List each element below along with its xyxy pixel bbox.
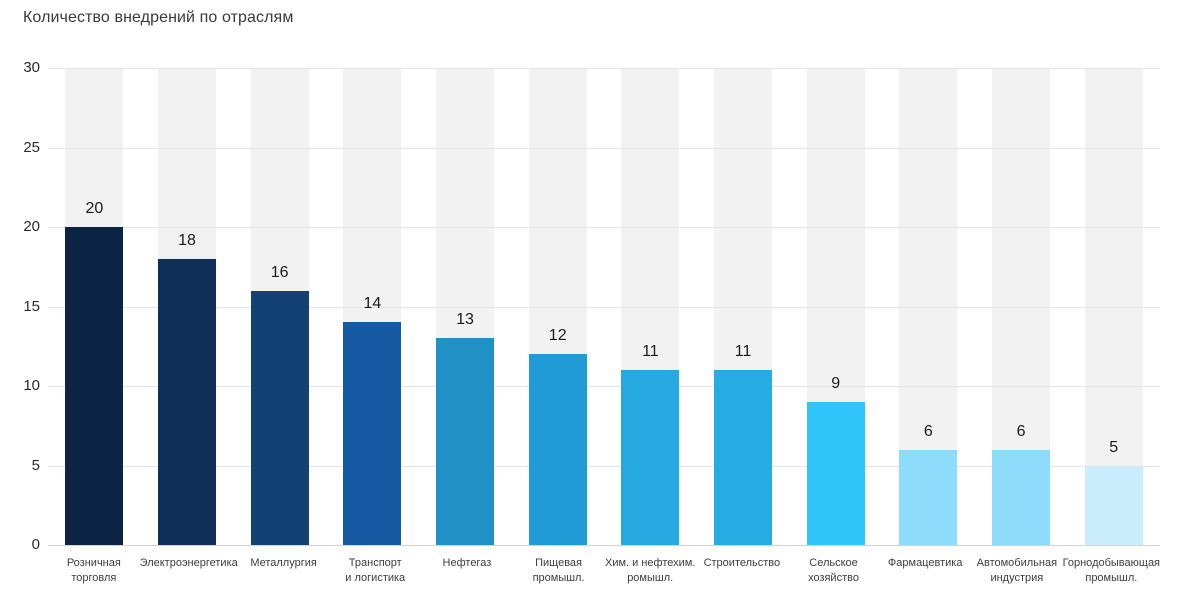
bar-value-label: 11 bbox=[642, 343, 659, 361]
bar bbox=[806, 401, 865, 545]
category-label-line: Транспорт bbox=[348, 557, 402, 569]
bar-value-label: 6 bbox=[1016, 422, 1026, 440]
x-axis-labels: Розничная торговля Электроэнергетика Металл… bbox=[48, 556, 1160, 586]
category-label-line: Электроэнергетика bbox=[139, 557, 238, 569]
y-axis-tick-label: 20 bbox=[23, 218, 40, 235]
category-label-line: и логистика bbox=[345, 572, 406, 584]
category-label-line: Горнодобывающая bbox=[1062, 557, 1161, 569]
bar bbox=[343, 322, 402, 545]
category-label-line: хозяйство bbox=[808, 572, 859, 584]
bar-value-label: 5 bbox=[1109, 438, 1119, 456]
bar-value-label: 14 bbox=[363, 295, 382, 313]
y-axis-tick-label: 10 bbox=[23, 377, 40, 394]
bar-value-label: 18 bbox=[178, 231, 196, 249]
bar bbox=[250, 290, 309, 545]
category-label-line: ромышл. bbox=[627, 572, 674, 584]
category-label-line: Строительство bbox=[703, 557, 781, 569]
category-label: Сельское хозяйство bbox=[788, 556, 880, 586]
category-label: Хим. и нефтехим. ромышл. bbox=[604, 556, 696, 586]
category-label: Транспорт и логистика bbox=[329, 556, 421, 586]
bar-value-label: 20 bbox=[85, 200, 104, 218]
category-label: Пищевая промышл. bbox=[513, 556, 605, 586]
y-axis-tick-label: 30 bbox=[23, 59, 40, 76]
category-label: Розничная торговля bbox=[48, 556, 140, 586]
category-label-line: индустрия bbox=[990, 572, 1044, 584]
category-label-line: Хим. и нефтехим. bbox=[604, 557, 696, 569]
y-axis-tick-label: 15 bbox=[23, 297, 40, 315]
category-label-line: Пищевая bbox=[535, 557, 582, 569]
bar-value-label: 12 bbox=[548, 327, 567, 345]
gridline bbox=[48, 227, 1160, 228]
gridline bbox=[48, 306, 1160, 308]
bar bbox=[714, 370, 773, 545]
bar bbox=[436, 338, 495, 545]
category-label: Строительство bbox=[696, 556, 788, 586]
category-label-line: торговля bbox=[71, 572, 117, 584]
bar bbox=[1084, 465, 1143, 545]
bar-value-label: 9 bbox=[831, 374, 841, 392]
category-label-line: Розничная bbox=[66, 557, 121, 569]
bar bbox=[621, 370, 680, 545]
bar-value-label: 16 bbox=[270, 263, 289, 281]
y-axis-tick-label: 25 bbox=[23, 138, 40, 156]
bar bbox=[528, 354, 587, 545]
category-label-line: Фармацевтика bbox=[887, 557, 963, 569]
bar bbox=[65, 227, 124, 545]
category-label: Автомобильная индустрия bbox=[971, 556, 1063, 586]
bar bbox=[992, 449, 1051, 545]
bar-value-label: 13 bbox=[456, 311, 474, 329]
plot-area: 20 18 16 14 13 12 11 11 9 6 6 5 bbox=[48, 68, 1160, 546]
bar-slot: 14 bbox=[326, 68, 419, 545]
category-label-line: Сельское bbox=[809, 557, 858, 569]
bar bbox=[158, 258, 216, 545]
gridline bbox=[48, 147, 1160, 149]
bar-value-label: 11 bbox=[734, 343, 752, 361]
y-axis: 0 5 10 15 20 25 30 bbox=[0, 60, 40, 553]
chart-title: Количество внедрений по отраслям bbox=[23, 9, 294, 26]
category-label: Металлургия bbox=[238, 556, 330, 586]
category-label-line: промышл. bbox=[532, 572, 585, 584]
category-label: Электроэнергетика bbox=[140, 556, 238, 586]
bar-value-label: 6 bbox=[923, 422, 933, 440]
category-label: Горнодобывающая промышл. bbox=[1063, 556, 1160, 586]
gridline bbox=[48, 68, 1160, 69]
gridline bbox=[48, 386, 1160, 387]
bar bbox=[899, 449, 958, 545]
category-label-line: Нефтегаз bbox=[442, 557, 492, 569]
category-label-line: Металлургия bbox=[250, 557, 317, 569]
y-axis-tick-label: 0 bbox=[31, 536, 40, 553]
y-axis-tick-label: 5 bbox=[31, 456, 40, 474]
category-label-line: промышл. bbox=[1085, 572, 1138, 584]
category-label-line: Автомобильная bbox=[976, 557, 1058, 569]
gridline bbox=[48, 465, 1160, 467]
category-label: Фармацевтика bbox=[879, 556, 971, 586]
category-label: Нефтегаз bbox=[421, 556, 513, 586]
gridline bbox=[48, 545, 1160, 546]
